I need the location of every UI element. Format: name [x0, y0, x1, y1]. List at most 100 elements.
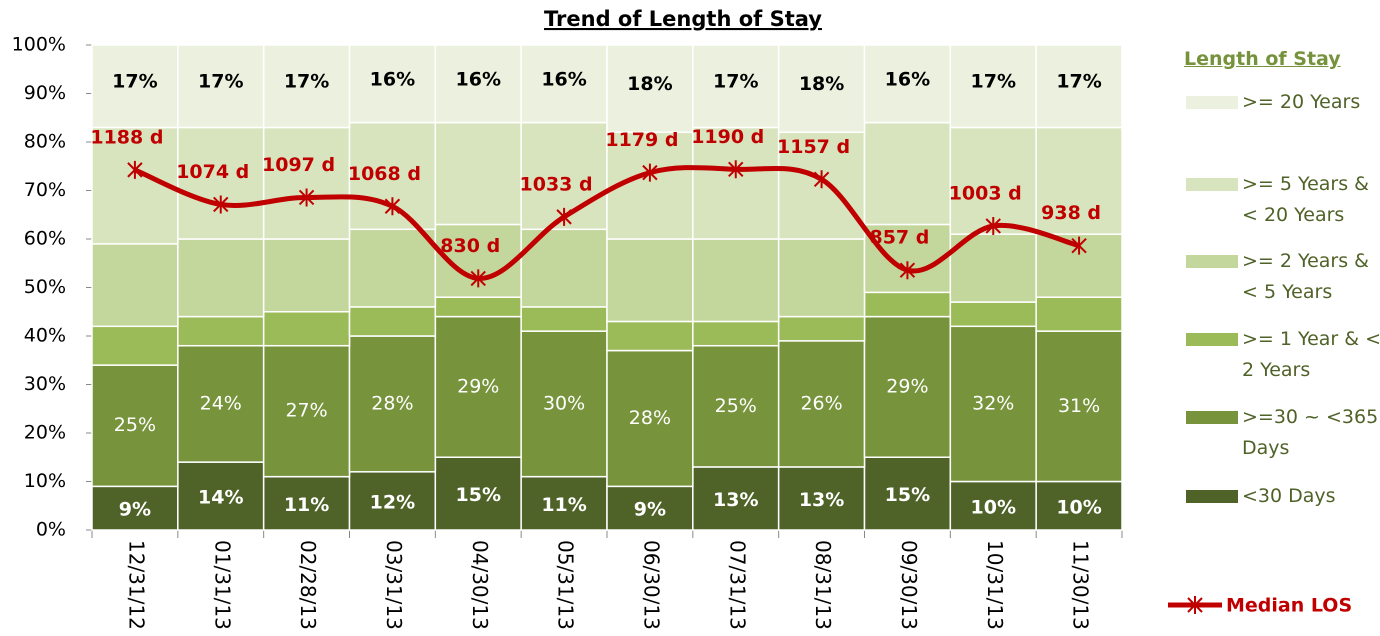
bar-segment [692, 126, 780, 240]
data-label: 16% [370, 68, 415, 90]
data-label: 16% [541, 68, 586, 90]
y-tick-label: 40% [24, 325, 66, 347]
bar-segment [262, 344, 351, 478]
data-label: 9% [119, 499, 151, 521]
bar-segment [91, 325, 179, 366]
bar-segment [692, 238, 780, 323]
bar-segment [348, 44, 437, 124]
bar-segment [434, 315, 522, 458]
bar-segment [177, 461, 265, 531]
bar-segment [520, 306, 608, 332]
line-marker [298, 188, 315, 207]
data-label: 13% [713, 489, 758, 511]
line-marker [899, 261, 916, 280]
bar-segment [863, 44, 952, 124]
data-label: 17% [971, 71, 1016, 93]
data-label: 24% [200, 392, 242, 414]
x-tick-label: 04/30/13 [468, 540, 492, 630]
bar-segment [520, 475, 608, 531]
legend-label: >=30 ~ <365 Days [1242, 406, 1379, 459]
y-tick-label: 90% [24, 82, 66, 104]
line-label: 1179 d [605, 129, 678, 151]
data-label: 29% [457, 375, 499, 397]
bar-segment [863, 291, 952, 318]
bar-segment [1035, 44, 1123, 129]
bar-segment [777, 131, 866, 240]
line-label: 1068 d [348, 163, 421, 185]
x-tick-label: 10/31/13 [983, 540, 1007, 630]
bar-segment [177, 238, 265, 318]
data-label: 30% [543, 392, 585, 414]
line-marker [470, 269, 486, 288]
legend-swatch [1186, 411, 1238, 424]
data-label: 17% [1056, 71, 1101, 93]
bar-segment [262, 126, 351, 240]
bar-segment [177, 315, 265, 347]
line-label: 938 d [1041, 202, 1101, 224]
data-label: 32% [972, 392, 1014, 414]
legend-swatch [1186, 255, 1238, 268]
data-label: 28% [629, 407, 671, 429]
bar-segment [777, 315, 866, 342]
x-tick-label: 12/31/12 [124, 540, 148, 630]
line-label: 1074 d [176, 161, 249, 183]
line-label: 1033 d [520, 173, 593, 195]
bar-segment [91, 485, 179, 531]
data-label: 25% [114, 414, 156, 436]
x-tick-label: 05/31/13 [554, 540, 578, 630]
line-label: 857 d [869, 227, 929, 249]
x-tick-label: 06/30/13 [639, 540, 663, 630]
bar-segment [262, 311, 351, 347]
y-tick-label: 0% [36, 519, 66, 541]
legend-swatch [1186, 178, 1238, 191]
bar-segment [949, 233, 1037, 303]
data-label: 25% [715, 395, 757, 417]
bar-segment [949, 44, 1037, 129]
bar-segment [606, 320, 694, 352]
data-label: 29% [886, 375, 928, 397]
data-label: 28% [371, 392, 413, 414]
line-label: 830 d [440, 235, 500, 257]
y-tick-label: 20% [24, 422, 66, 444]
line-marker [384, 197, 401, 216]
data-label: 26% [800, 392, 842, 414]
bar-segment [91, 364, 179, 488]
y-tick-label: 50% [24, 276, 66, 298]
data-label: 17% [284, 71, 329, 93]
data-label: 15% [885, 484, 930, 506]
x-tick-label: 11/30/13 [1069, 540, 1093, 630]
line-marker [985, 216, 1001, 235]
data-label: 9% [634, 499, 666, 521]
bar-segment [692, 44, 780, 129]
data-label: 17% [713, 71, 758, 93]
bar-segment [1035, 480, 1123, 531]
x-tick-label: 09/30/13 [897, 540, 921, 630]
data-label: 15% [456, 484, 501, 506]
y-tick-label: 70% [24, 179, 66, 201]
bar-segment [949, 301, 1037, 328]
bar-segment [434, 296, 522, 318]
data-label: 10% [1056, 496, 1101, 518]
legend-label: Median LOS [1226, 595, 1352, 617]
data-label: 12% [370, 491, 415, 513]
data-label: 27% [285, 400, 327, 422]
bar-segment [262, 44, 351, 129]
line-marker [642, 163, 658, 182]
legend-label: >= 1 Year & < 2 Years [1242, 328, 1380, 381]
y-tick-label: 60% [24, 228, 66, 250]
legend-label: <30 Days [1242, 485, 1336, 507]
data-label: 18% [627, 73, 672, 95]
bar-segment [692, 320, 780, 347]
data-label: 11% [284, 494, 329, 516]
line-marker [728, 160, 744, 179]
bar-segment [863, 456, 952, 531]
line-marker [1071, 236, 1087, 255]
data-label: 17% [198, 71, 243, 93]
bar-segment [949, 480, 1037, 531]
bar-segment [434, 44, 522, 124]
data-label: 13% [799, 489, 844, 511]
data-label: 11% [541, 494, 586, 516]
bar-segment [177, 344, 265, 463]
